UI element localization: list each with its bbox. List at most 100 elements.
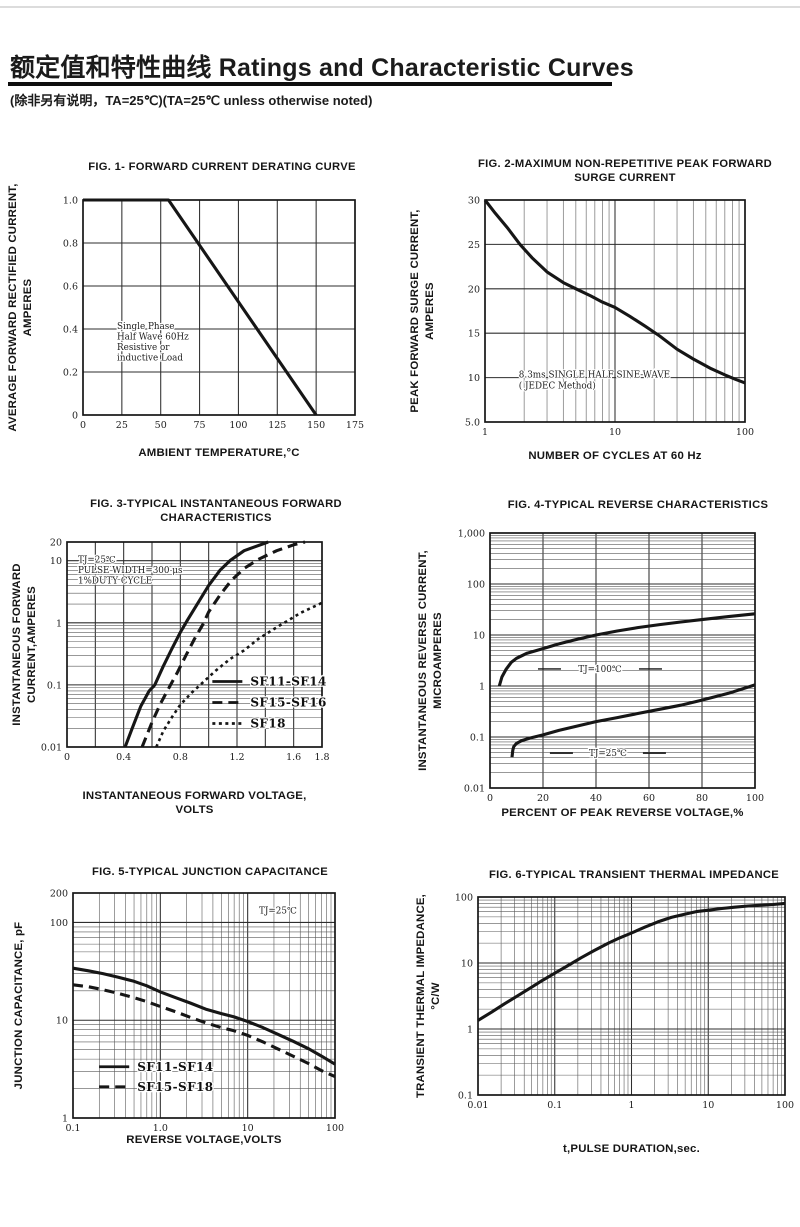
fig2-annotation: 8.3ms SINGLE HALF SINE-WAVE: [519, 371, 670, 381]
fig6-x-axis-title: t,PULSE DURATION,sec.: [563, 1143, 700, 1155]
fig5-title: FIG. 5-TYPICAL JUNCTION CAPACITANCE: [92, 866, 328, 878]
fig5-y-tick-label: 1: [62, 1114, 68, 1125]
fig1-x-tick-label: 25: [116, 420, 128, 431]
fig2-title: FIG. 2-MAXIMUM NON-REPETITIVE PEAK FORWA…: [478, 158, 772, 170]
fig3-annotation: TJ=25℃: [78, 556, 116, 566]
fig4-x-tick-label: 0: [487, 793, 493, 804]
fig5-x-tick-label: 100: [326, 1123, 344, 1134]
fig1-x-tick-label: 50: [155, 420, 167, 431]
fig1-y-tick-label: 0.6: [63, 282, 78, 293]
fig6-y-axis-title: °C/W: [430, 982, 442, 1010]
fig4-x-tick-label: 40: [590, 793, 602, 804]
page-subtitle: (除非另有说明，TA=25℃)(TA=25℃ unless otherwise …: [10, 93, 373, 108]
fig4-y-tick-label: 100: [467, 580, 485, 591]
fig4-y-tick-label: 0.1: [470, 733, 485, 744]
fig3-x-tick-label: 0.8: [173, 752, 188, 763]
fig3-plot-border: [66, 541, 323, 748]
fig1-y-axis-title: AVERAGE FORWARD RECTIFIED CURRENT,: [7, 183, 19, 431]
fig4-y-axis-title: INSTANTANEOUS REVERSE CURRENT,: [417, 550, 429, 771]
fig4-y-axis-title: MICROAMPERES: [432, 612, 444, 709]
fig2-x-axis-title: NUMBER OF CYCLES AT 60 Hz: [528, 450, 701, 462]
fig4-x-tick-label: 80: [696, 793, 708, 804]
fig2-y-tick-label: 30: [468, 196, 480, 207]
fig6-x-tick-label: 100: [776, 1100, 794, 1111]
fig3-y-axis-title: INSTANTANEOUS FORWARD: [11, 563, 23, 725]
fig2-y-tick-label: 20: [468, 284, 480, 295]
fig1-annotation: Resistive or: [117, 343, 170, 353]
fig4-plot-border: [489, 532, 756, 789]
fig3-x-tick-label: 1.8: [314, 752, 329, 763]
fig3-legend-label: SF11-SF14: [250, 675, 326, 689]
fig1-title: FIG. 1- FORWARD CURRENT DERATING CURVE: [88, 161, 356, 173]
fig1-x-tick-label: 175: [346, 420, 364, 431]
fig5-curve-SF15-SF18: [72, 983, 336, 1079]
fig1-x-tick-label: 150: [307, 420, 325, 431]
fig3-x-tick-label: 1.2: [229, 752, 244, 763]
fig1-annotation: inductive Load: [117, 354, 183, 364]
fig1-x-axis-title: AMBIENT TEMPERATURE,°C: [138, 447, 299, 459]
fig4-x-tick-label: 100: [746, 793, 764, 804]
fig5-legend-label: SF11-SF14: [137, 1060, 213, 1074]
fig4-y-tick-label: 1,000: [458, 529, 485, 540]
fig6-y-tick-label: 1: [467, 1025, 473, 1036]
fig2-plot-border: [484, 199, 746, 423]
fig6-x-tick-label: 10: [702, 1100, 714, 1111]
fig2-y-tick-label: 25: [468, 240, 480, 251]
fig5-chart: 0.1 1.0 10 100 200 100 10 1 FIG. 5-TYPICAL JUNCT…: [13, 866, 344, 1146]
fig5-y-axis-title: JUNCTION CAPACITANCE, pF: [13, 922, 25, 1090]
fig5-legend-label: SF15-SF18: [137, 1080, 213, 1094]
fig1-annotation: Single Phase: [117, 322, 175, 332]
fig2-y-tick-label: 15: [468, 329, 480, 340]
fig4-y-tick-label: 1: [479, 682, 485, 693]
fig1-y-tick-label: 0: [72, 411, 78, 422]
fig1-y-tick-label: 0.2: [63, 368, 78, 379]
fig2-y-tick-label: 10: [468, 373, 480, 384]
fig1-annotation: Half Wave 60Hz: [117, 333, 189, 343]
fig5-y-tick-label: 200: [50, 889, 68, 900]
fig4-chart: 0 20 40 60 80 100 1,000 100 10 1 0.1 0.01 FIG. 4-TYP…: [417, 499, 768, 819]
fig6-title: FIG. 6-TYPICAL TRANSIENT THERMAL IMPEDAN…: [489, 869, 779, 881]
fig3-curve-SF18: [155, 601, 323, 748]
fig1-curve-derating-curve: [83, 198, 318, 416]
fig2-y-tick-label: 5.0: [465, 418, 480, 429]
fig5-plot-border: [72, 892, 336, 1119]
fig2-title: SURGE CURRENT: [574, 172, 676, 184]
fig6-plot-border: [477, 896, 786, 1096]
fig4-x-axis-title: PERCENT OF PEAK REVERSE VOLTAGE,%: [501, 807, 743, 819]
fig3-x-tick-label: 1.6: [286, 752, 301, 763]
fig1-x-tick-label: 75: [194, 420, 206, 431]
fig4-curve-TJ-100C: [497, 612, 756, 687]
fig3-y-tick-label: 1: [56, 618, 62, 629]
fig4-curve-TJ-25C: [510, 683, 756, 758]
fig2-x-tick-label: 10: [609, 427, 621, 438]
fig5-curve-SF11-SF14: [72, 966, 336, 1066]
fig3-legend-label: SF18: [250, 717, 286, 731]
fig6-curve-thermal-impedance: [477, 901, 786, 1022]
top-divider: [0, 6, 800, 8]
fig3-x-tick-label: 0: [64, 752, 70, 763]
page-title-en: Ratings and Characteristic Curves: [211, 54, 634, 82]
fig6-x-tick-label: 0.1: [547, 1100, 562, 1111]
fig1-plot-border: [82, 199, 356, 416]
title-underline: [8, 82, 612, 86]
fig6-y-tick-label: 100: [455, 893, 473, 904]
fig1-y-tick-label: 1.0: [63, 196, 78, 207]
fig1-x-tick-label: 100: [229, 420, 247, 431]
fig2-chart: 1 10 100 30 25 20 15 10 5.0 FIG. 2-MAXIMUM NON-RE…: [409, 158, 772, 462]
fig3-chart: 0 0.4 0.8 1.2 1.6 1.8 20 10 1 0.1 0.01 FIG. 3-TYPIC…: [11, 498, 342, 816]
fig3-y-tick-label: 0.01: [41, 743, 62, 754]
fig1-x-tick-label: 0: [80, 420, 86, 431]
fig2-annotation: ( JEDEC Method): [519, 381, 596, 392]
fig2-y-axis-title: PEAK FORWARD SURGE CURRENT,: [409, 209, 421, 412]
fig5-x-tick-label: 1.0: [153, 1123, 168, 1134]
fig3-x-axis-title: VOLTS: [175, 804, 213, 816]
fig3-title: FIG. 3-TYPICAL INSTANTANEOUS FORWARD: [90, 498, 342, 510]
fig6-y-tick-label: 10: [461, 959, 473, 970]
fig5-y-tick-label: 10: [56, 1016, 68, 1027]
fig2-curve-surge-current: [483, 199, 746, 385]
page-title-cn: 额定值和特性曲线: [10, 54, 212, 82]
fig1-x-tick-label: 125: [268, 420, 286, 431]
fig3-y-tick-label: 10: [50, 556, 62, 567]
fig2-y-axis-title: AMPERES: [424, 282, 436, 340]
